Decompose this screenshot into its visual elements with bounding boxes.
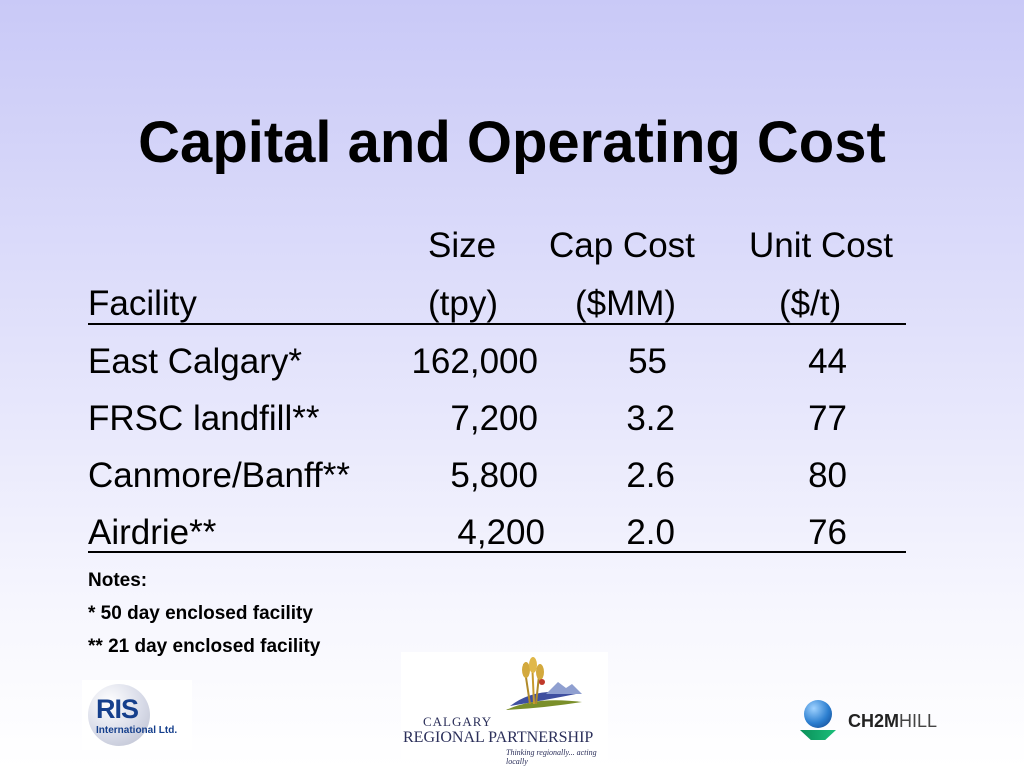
ris-logo-circle bbox=[88, 684, 150, 746]
header-facility: Facility bbox=[88, 284, 197, 323]
table-bottom-underline bbox=[88, 551, 906, 553]
units-unit-cost: ($/t) bbox=[779, 284, 842, 323]
row-facility: Airdrie** bbox=[88, 513, 217, 552]
crp-logo-tagline: Thinking regionally... acting locally bbox=[506, 748, 597, 766]
crp-logo-line2: REGIONAL PARTNERSHIP bbox=[403, 729, 594, 746]
row-facility: FRSC landfill** bbox=[88, 399, 320, 438]
table-row: FRSC landfill** 7,200 3.2 77 bbox=[0, 397, 1024, 447]
note-item: * 50 day enclosed facility bbox=[88, 603, 313, 624]
notes-block: Notes: * 50 day enclosed facility ** 21 … bbox=[88, 564, 320, 663]
globe-base-icon bbox=[800, 730, 836, 740]
table-row: Canmore/Banff** 5,800 2.6 80 bbox=[0, 454, 1024, 504]
units-cap-cost: ($MM) bbox=[575, 284, 677, 323]
globe-icon bbox=[804, 700, 832, 728]
row-unit-cost: 80 bbox=[808, 456, 847, 495]
note-item: ** 21 day enclosed facility bbox=[88, 636, 321, 657]
row-facility: East Calgary* bbox=[88, 342, 302, 381]
row-unit-cost: 76 bbox=[808, 513, 847, 552]
units-size: (tpy) bbox=[428, 284, 498, 323]
row-cap-cost: 2.6 bbox=[626, 456, 675, 495]
ch2m-bold: CH2M bbox=[848, 711, 900, 731]
header-unit-cost: Unit Cost bbox=[749, 226, 893, 265]
row-size: 7,200 bbox=[450, 399, 538, 438]
crp-logo-line1: CALGARY bbox=[423, 714, 493, 729]
table-row: Airdrie** 4,200 2.0 76 bbox=[0, 511, 1024, 561]
row-cap-cost: 2.0 bbox=[626, 513, 675, 552]
notes-heading: Notes: bbox=[88, 570, 148, 591]
row-size: 4,200 bbox=[457, 513, 545, 552]
ch2m-hill-logo: CH2MHILL bbox=[800, 700, 960, 746]
ris-logo-name: RIS bbox=[96, 694, 139, 724]
calgary-regional-partnership-logo: CALGARY REGIONAL PARTNERSHIP Thinking re… bbox=[401, 652, 608, 766]
row-size: 162,000 bbox=[411, 342, 538, 381]
header-cap-cost: Cap Cost bbox=[549, 226, 695, 265]
header-underline bbox=[88, 323, 906, 325]
row-unit-cost: 44 bbox=[808, 342, 847, 381]
ris-logo: RIS International Ltd. bbox=[82, 680, 192, 750]
table-units-row: Facility (tpy) ($MM) ($/t) bbox=[0, 282, 1024, 332]
row-size: 5,800 bbox=[450, 456, 538, 495]
ris-logo-subtitle: International Ltd. bbox=[96, 725, 178, 736]
header-size: Size bbox=[428, 226, 497, 265]
ch2m-hill-wordmark: CH2MHILL bbox=[848, 711, 937, 732]
row-facility: Canmore/Banff** bbox=[88, 456, 351, 495]
row-cap-cost: 55 bbox=[628, 342, 667, 381]
slide-title: Capital and Operating Cost bbox=[138, 110, 886, 175]
ch2m-hill-text: HILL bbox=[899, 711, 938, 731]
wheat-landscape-icon bbox=[506, 657, 582, 710]
row-unit-cost: 77 bbox=[808, 399, 847, 438]
table-row: East Calgary* 162,000 55 44 bbox=[0, 340, 1024, 390]
row-cap-cost: 3.2 bbox=[626, 399, 675, 438]
table-header-row: Size Cap Cost Unit Cost bbox=[0, 224, 1024, 274]
